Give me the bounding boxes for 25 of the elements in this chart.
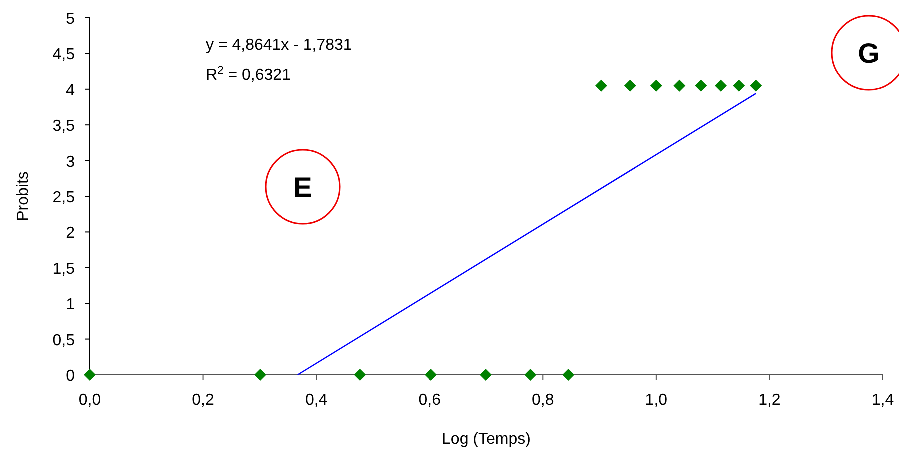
annotation: E <box>294 172 312 203</box>
x-tick-label: 0,4 <box>305 392 328 409</box>
annotation: y = 4,8641x - 1,7831 <box>206 37 352 54</box>
y-tick-label: 1,5 <box>52 260 76 278</box>
x-tick-label: 1,2 <box>758 392 781 409</box>
y-tick-label: 3,5 <box>52 118 76 136</box>
x-tick-label: 0,8 <box>532 392 554 409</box>
y-tick-label: 4 <box>66 82 76 100</box>
annotation: R$^{2}$ = 0,6321 <box>206 65 292 84</box>
x-tick-label: 0,0 <box>78 392 102 409</box>
x-tick-label: 1,4 <box>872 392 894 409</box>
y-tick-label: 4,5 <box>52 46 76 64</box>
x-tick-label: 0,6 <box>418 392 442 409</box>
y-tick-label: 0 <box>66 368 76 385</box>
y-axis-title: Probits <box>15 172 32 222</box>
y-tick-label: 2,5 <box>52 190 76 206</box>
y-tick-label: 5 <box>66 11 76 28</box>
y-tick-label: 1 <box>66 296 76 314</box>
y-tick-label: 2 <box>66 225 76 242</box>
x-axis-title: Log (Temps) <box>442 431 531 448</box>
x-tick-label: 1,0 <box>645 392 668 409</box>
annotation: G <box>858 38 880 69</box>
x-tick-label: 0,2 <box>192 392 215 409</box>
y-tick-label: 3 <box>66 154 76 171</box>
y-tick-label: 0,5 <box>52 332 76 350</box>
